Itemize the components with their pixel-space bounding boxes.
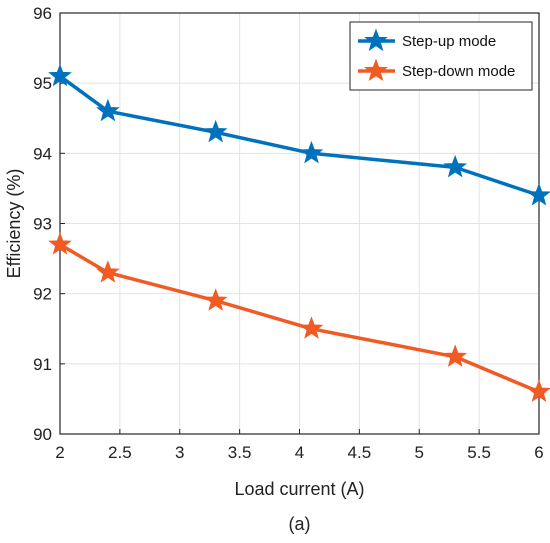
series-step-down (48, 232, 550, 402)
axis-ticks: 2 2.5 3 3.5 4 4.5 5 5.5 6 90 91 92 93 94 95 96 (33, 4, 544, 462)
data-point-star (48, 232, 72, 255)
data-point-star (299, 140, 324, 164)
data-point-star (443, 154, 468, 178)
x-tick-label: 4 (295, 443, 304, 462)
series-line (58, 74, 540, 198)
series-layer (48, 63, 550, 402)
x-tick-label: 3.5 (228, 443, 252, 462)
legend-star-swatch (364, 58, 388, 82)
y-tick-label: 96 (33, 4, 52, 23)
legend-star-swatch (364, 28, 388, 52)
y-tick-label: 90 (33, 425, 52, 444)
data-point-star (299, 316, 324, 339)
x-axis-label: Load current (A) (234, 479, 364, 499)
x-tick-label: 6 (534, 443, 543, 462)
y-tick-label: 95 (33, 74, 52, 93)
data-point-star (443, 344, 468, 367)
y-tick-label: 94 (33, 144, 52, 163)
figure-caption: (a) (289, 514, 311, 534)
legend: Step-up mode Step-down mode (349, 21, 533, 91)
data-point-star (96, 98, 120, 122)
legend-entry-label: Step-down mode (402, 63, 515, 80)
y-tick-label: 92 (33, 285, 52, 304)
data-point-star (527, 182, 550, 206)
y-tick-label: 93 (33, 215, 52, 234)
x-tick-label: 3 (175, 443, 184, 462)
x-tick-label: 2.5 (108, 443, 132, 462)
data-point-star (203, 119, 228, 143)
x-tick-label: 5.5 (467, 443, 491, 462)
series-line (59, 242, 540, 394)
data-point-star (527, 379, 550, 402)
x-tick-label: 5 (415, 443, 424, 462)
series-step-up (48, 63, 550, 206)
x-tick-label: 4.5 (348, 443, 372, 462)
data-point-star (48, 63, 72, 87)
y-axis-label: Efficiency (%) (4, 169, 24, 279)
data-point-star (96, 260, 120, 283)
x-tick-label: 2 (55, 443, 64, 462)
legend-entry-label: Step-up mode (402, 33, 496, 50)
data-point-star (203, 288, 228, 311)
y-tick-label: 91 (33, 355, 52, 374)
